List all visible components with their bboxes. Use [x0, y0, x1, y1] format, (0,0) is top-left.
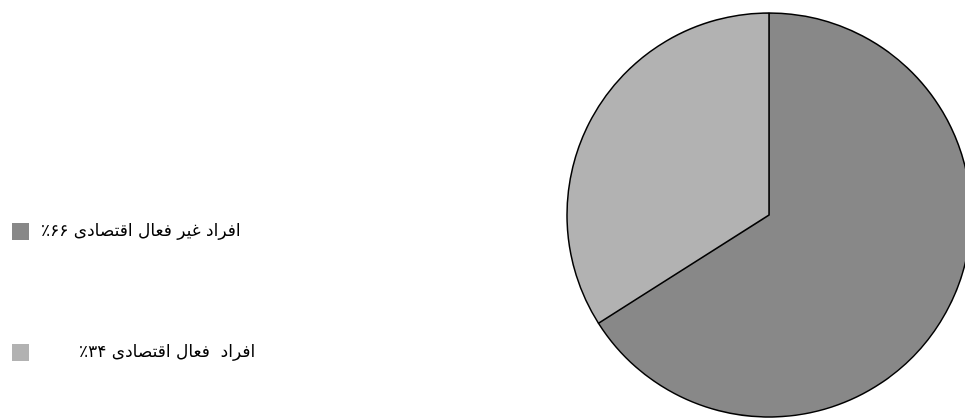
legend-swatch-active — [12, 343, 29, 361]
pie-slice-0 — [597, 12, 965, 418]
legend-swatch-inactive — [12, 222, 29, 240]
legend-item-inactive: افراد غیر فعال اقتصادی ۶۶٪ — [12, 221, 241, 241]
legend-label-inactive: افراد غیر فعال اقتصادی ۶۶٪ — [41, 221, 241, 241]
legend-label-active: افراد فعال اقتصادی ۳۴٪ — [79, 342, 256, 362]
legend-item-active: افراد فعال اقتصادی ۳۴٪ — [12, 342, 255, 362]
pie-slice-1 — [566, 12, 770, 324]
